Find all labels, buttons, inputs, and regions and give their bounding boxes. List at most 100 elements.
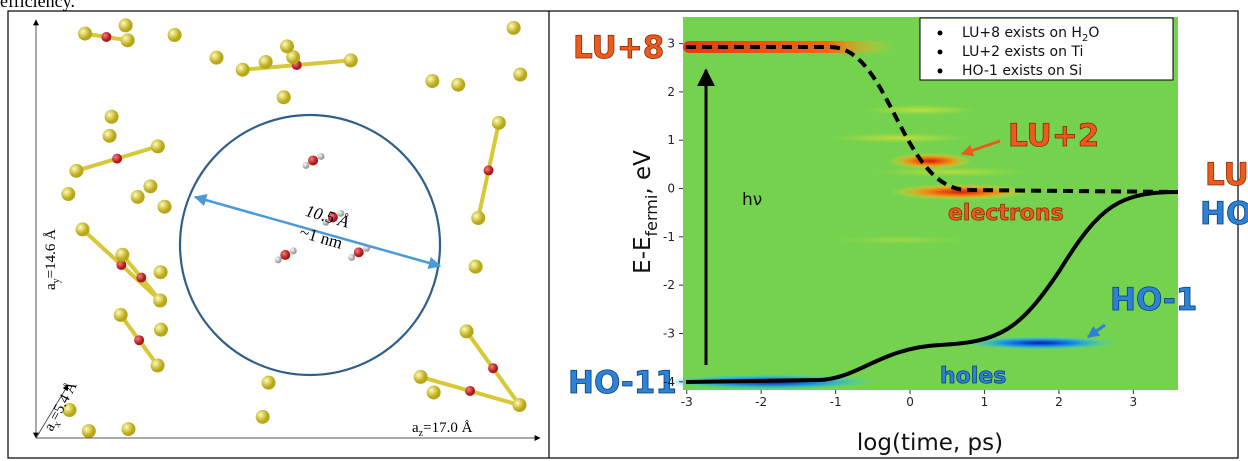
silicon-atom [103, 129, 117, 143]
silicon-atom [143, 179, 157, 193]
silicon-atom [513, 68, 527, 82]
faint-state [830, 236, 970, 244]
ax-value: =5.4 Å [47, 379, 81, 424]
silicon-atom [210, 51, 224, 65]
silicon-atom [425, 74, 439, 88]
silicon-atom [154, 265, 168, 279]
silicon-atom [507, 21, 521, 35]
silicon-atom [69, 164, 83, 178]
legend-bullet [938, 69, 943, 74]
water-oxygen [354, 247, 364, 257]
ho1-label: HO-1 [1110, 282, 1197, 318]
x-tick-label: -2 [755, 395, 767, 409]
az-value: =17.0 Å [423, 420, 472, 436]
caption-fragment: efficiency. [0, 0, 75, 11]
legend-entry: LU+2 exists on Ti [962, 44, 1083, 60]
silicon-atom [114, 308, 128, 322]
x-axis-label: log(time, ps) [857, 430, 1003, 456]
silicon-atom [158, 200, 172, 214]
faint-state [860, 105, 980, 115]
faint-state [870, 167, 1030, 177]
x-tick-label: 2 [1055, 395, 1063, 409]
lu-label: LU [1205, 157, 1248, 193]
legend-text: HO-1 exists on Si [962, 63, 1082, 79]
oxygen-atom [134, 335, 144, 345]
silicon-atom [151, 359, 165, 373]
y-axis-label: E-Efermi, eV [630, 150, 661, 274]
silicon-atom [469, 260, 483, 274]
lu8-label: LU+8 [573, 30, 664, 66]
ax-label: ax=5.4 Å [41, 379, 83, 435]
silicon-atom [451, 78, 465, 92]
water-hydrogen [275, 256, 282, 263]
silicon-atom [105, 110, 119, 124]
silicon-atom [153, 294, 167, 308]
holes-label: holes [940, 364, 1006, 389]
silicon-atom [168, 28, 182, 42]
silicon-atom [119, 18, 133, 32]
x-tick-label: 1 [981, 395, 989, 409]
silicon-atom [61, 187, 75, 201]
water-hydrogen [318, 153, 325, 160]
x-tick-label: -1 [830, 395, 842, 409]
y-tick-label: 3 [667, 37, 675, 51]
water-oxygen [308, 155, 318, 165]
az-label: az=17.0 Å [412, 420, 473, 439]
faint-state [830, 133, 970, 143]
electrons-label: electrons [948, 201, 1064, 226]
ylabel-subscript: fermi [642, 195, 661, 237]
x-tick-label: 0 [906, 395, 914, 409]
page: efficiency. 10.5 Å ~1 nm ay=14.6 Å az=17… [0, 0, 1248, 461]
y-tick-label: -4 [663, 375, 675, 389]
oxygen-atom [136, 273, 146, 283]
hv-label: hν [742, 190, 762, 210]
lu2-label: LU+2 [1008, 118, 1099, 154]
silicon-atom [259, 55, 273, 69]
silicon-atom [512, 398, 526, 412]
pore-circle [180, 115, 440, 375]
silicon-atom [344, 53, 358, 67]
y-tick-label: -2 [663, 278, 675, 292]
silicon-atom [256, 410, 270, 424]
ylabel-unit: , eV [630, 150, 656, 195]
silicon-atom [460, 324, 474, 338]
y-tick-label: 0 [667, 182, 675, 196]
lu2-streak [888, 153, 972, 169]
silicon-atom [280, 39, 294, 53]
water-hydrogen [348, 254, 355, 261]
y-tick-label: -1 [663, 230, 675, 244]
oxygen-atom [488, 363, 498, 373]
figure: efficiency. 10.5 Å ~1 nm ay=14.6 Å az=17… [0, 0, 1248, 461]
silicon-atom [78, 27, 92, 41]
oxygen-atom [484, 165, 494, 175]
silicon-atom [115, 248, 129, 262]
legend-tail: O [1088, 25, 1099, 41]
silicon-atom [151, 139, 165, 153]
legend-text: LU+8 exists on H [962, 25, 1082, 41]
ay-label: ay=14.6 Å [43, 229, 62, 290]
pore-label: 10.5 Å ~1 nm [297, 201, 352, 253]
oxygen-atom [112, 154, 122, 164]
x-tick-label: 3 [1130, 395, 1138, 409]
silicon-atom [236, 63, 250, 77]
silicon-atom [262, 376, 276, 390]
ylabel-main: E-E [630, 236, 656, 273]
silicon-atom [414, 370, 428, 384]
silicon-atom [154, 323, 168, 337]
legend-entry: HO-1 exists on Si [962, 63, 1082, 79]
legend-text: LU+2 exists on Ti [962, 44, 1083, 60]
y-tick-label: 1 [667, 133, 675, 147]
oxygen-atom [465, 386, 475, 396]
water-oxygen [280, 250, 290, 260]
silicon-atom [121, 422, 135, 436]
y-tick-label: 2 [667, 85, 675, 99]
legend-bullet [938, 31, 943, 36]
silicon-atom [492, 116, 506, 130]
ay-value: =14.6 Å [43, 229, 59, 278]
legend-bullet [938, 50, 943, 55]
silicon-atom [76, 222, 90, 236]
silicon-atom [121, 33, 135, 47]
oxygen-atom [101, 32, 111, 42]
silicon-atom [471, 211, 485, 225]
